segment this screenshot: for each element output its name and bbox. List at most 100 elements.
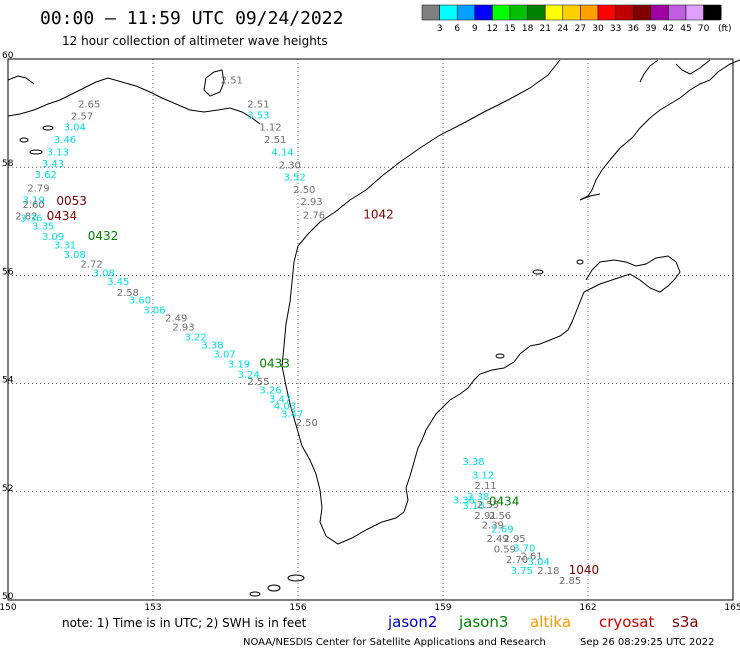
island xyxy=(19,137,29,143)
island xyxy=(287,574,305,582)
lat-tick-label: 56 xyxy=(2,267,14,277)
wave-height-label: 2.82 xyxy=(15,212,37,223)
wave-height-label: 3.36 xyxy=(20,213,42,224)
lat-tick-label: 60 xyxy=(2,51,14,61)
lon-tick-label: 156 xyxy=(289,603,306,613)
page-subtitle: 12 hour collection of altimeter wave hei… xyxy=(62,34,328,48)
wave-height-label: 3.08 xyxy=(64,250,86,261)
northeast-coast xyxy=(579,59,740,201)
northeast-coast-2 xyxy=(675,59,711,75)
color-scale-swatch xyxy=(650,4,669,21)
wave-height-label: 3.04 xyxy=(64,122,86,133)
color-scale-label: 39 xyxy=(645,24,657,34)
wave-height-label: 3.70 xyxy=(513,543,535,554)
wave-height-labels: 2.512.652.573.043.463.133.433.622.793.19… xyxy=(15,75,581,586)
wave-height-label: 2.11 xyxy=(474,481,496,492)
color-scale-swatch xyxy=(456,4,476,21)
island xyxy=(495,353,505,359)
wave-height-label: 3.75 xyxy=(511,566,533,577)
wave-height-label: 2.93 xyxy=(300,197,322,208)
wave-height-label: 3.06 xyxy=(143,305,165,316)
wave-height-label: 2.51 xyxy=(264,135,286,146)
satellite-name-cryosat: cryosat xyxy=(599,613,654,631)
northeast-coast-3 xyxy=(639,59,659,83)
footer-timestamp: Sep 26 08:29:25 UTC 2022 xyxy=(580,637,714,648)
lat-tick-label: 54 xyxy=(2,376,14,386)
color-scale-swatch xyxy=(615,4,634,21)
wave-height-label: 2.50 xyxy=(293,185,315,196)
kamchatka-west-coast xyxy=(281,59,585,545)
wave-height-label: 3.45 xyxy=(107,277,129,288)
wave-height-label: 3.24 xyxy=(238,370,260,381)
color-scale-swatch xyxy=(685,4,704,21)
wave-height-label: 2.18 xyxy=(537,566,559,577)
satellite-name-s3a: s3a xyxy=(672,613,699,631)
wave-height-label: 3.36 xyxy=(453,496,475,507)
color-scale-label: 6 xyxy=(454,24,460,34)
color-scale-swatch xyxy=(527,4,546,21)
wave-height-color-scale: 3 6 9 12 15 18 21 24 27 30 33 36 39 42 45 70 (ft) xyxy=(421,4,732,34)
wave-height-label: 3.38 xyxy=(467,492,489,503)
wave-height-label: 2.56 xyxy=(489,511,511,522)
color-scale-label: 36 xyxy=(627,24,639,34)
wave-height-label: 3.12 xyxy=(472,470,494,481)
wave-height-label: 2.55 xyxy=(477,500,499,511)
wave-height-label: 2.49 xyxy=(165,313,187,324)
color-scale-label: 3 xyxy=(437,24,443,34)
color-scale-swatch xyxy=(632,4,652,21)
wave-height-label: 3.04 xyxy=(528,557,550,568)
lon-tick-label: 150 xyxy=(0,603,17,613)
wave-height-label: 2.55 xyxy=(247,377,269,388)
color-scale-label: 21 xyxy=(539,24,550,34)
color-scale-label: 27 xyxy=(575,24,586,34)
map-frame xyxy=(7,58,734,601)
wave-height-label: 3.47 xyxy=(281,410,303,421)
wave-height-label: 3.62 xyxy=(35,170,57,181)
wave-height-label: 3.43 xyxy=(42,159,64,170)
axis-tick-labels: 150 153 156 159 162 165 60 58 56 54 52 50 xyxy=(0,51,740,613)
wave-height-label: 3.22 xyxy=(184,332,206,343)
lat-lon-grid xyxy=(8,59,733,600)
wave-height-label: 3.26 xyxy=(259,385,281,396)
color-scale-swatch xyxy=(421,4,440,21)
wave-height-label: 3.38 xyxy=(462,457,484,468)
color-scale-label: 18 xyxy=(522,24,534,34)
island xyxy=(532,269,544,275)
color-scale-swatch xyxy=(597,4,616,21)
lat-tick-label: 52 xyxy=(2,484,13,494)
satellite-name-jason3: jason3 xyxy=(458,613,508,631)
wave-height-label: 2.30 xyxy=(279,160,301,171)
northwest-coast-2 xyxy=(7,75,35,85)
color-scale-label: 45 xyxy=(680,24,691,34)
wave-height-label: 1.12 xyxy=(259,122,281,133)
pass-time-label: 0434 xyxy=(47,209,78,223)
pass-time-label: 1042 xyxy=(363,208,394,222)
island xyxy=(29,149,43,155)
color-scale-label: 33 xyxy=(610,24,621,34)
wave-height-label: 2.51 xyxy=(247,100,269,111)
lat-tick-label: 58 xyxy=(2,159,14,169)
color-scale-swatch xyxy=(668,4,687,21)
color-scale-swatch xyxy=(492,4,511,21)
lon-tick-label: 159 xyxy=(434,603,451,613)
lon-tick-label: 153 xyxy=(144,603,161,613)
satellite-legend: jason2 jason3 altika cryosat s3a xyxy=(387,613,699,631)
kamchatka-east-coast xyxy=(583,255,681,293)
wave-height-label: 2.79 xyxy=(27,184,49,195)
color-scale-unit: (ft) xyxy=(718,24,732,34)
color-scale-label: 24 xyxy=(557,24,569,34)
wave-height-label: 2.61 xyxy=(520,551,542,562)
wave-height-label: 2.39 xyxy=(482,521,504,532)
color-scale-label: 9 xyxy=(472,24,478,34)
color-scale-label: 70 xyxy=(698,24,710,34)
pass-time-label: 0433 xyxy=(259,356,290,370)
island xyxy=(249,591,261,597)
page-title: 00:00 – 11:59 UTC 09/24/2022 xyxy=(40,8,343,29)
wave-height-label: 3.31 xyxy=(54,240,76,251)
satellite-name-jason2: jason2 xyxy=(387,613,437,631)
wave-height-label: 4.14 xyxy=(271,147,293,158)
lon-tick-label: 165 xyxy=(724,603,740,613)
wave-height-label: 2.95 xyxy=(503,534,525,545)
